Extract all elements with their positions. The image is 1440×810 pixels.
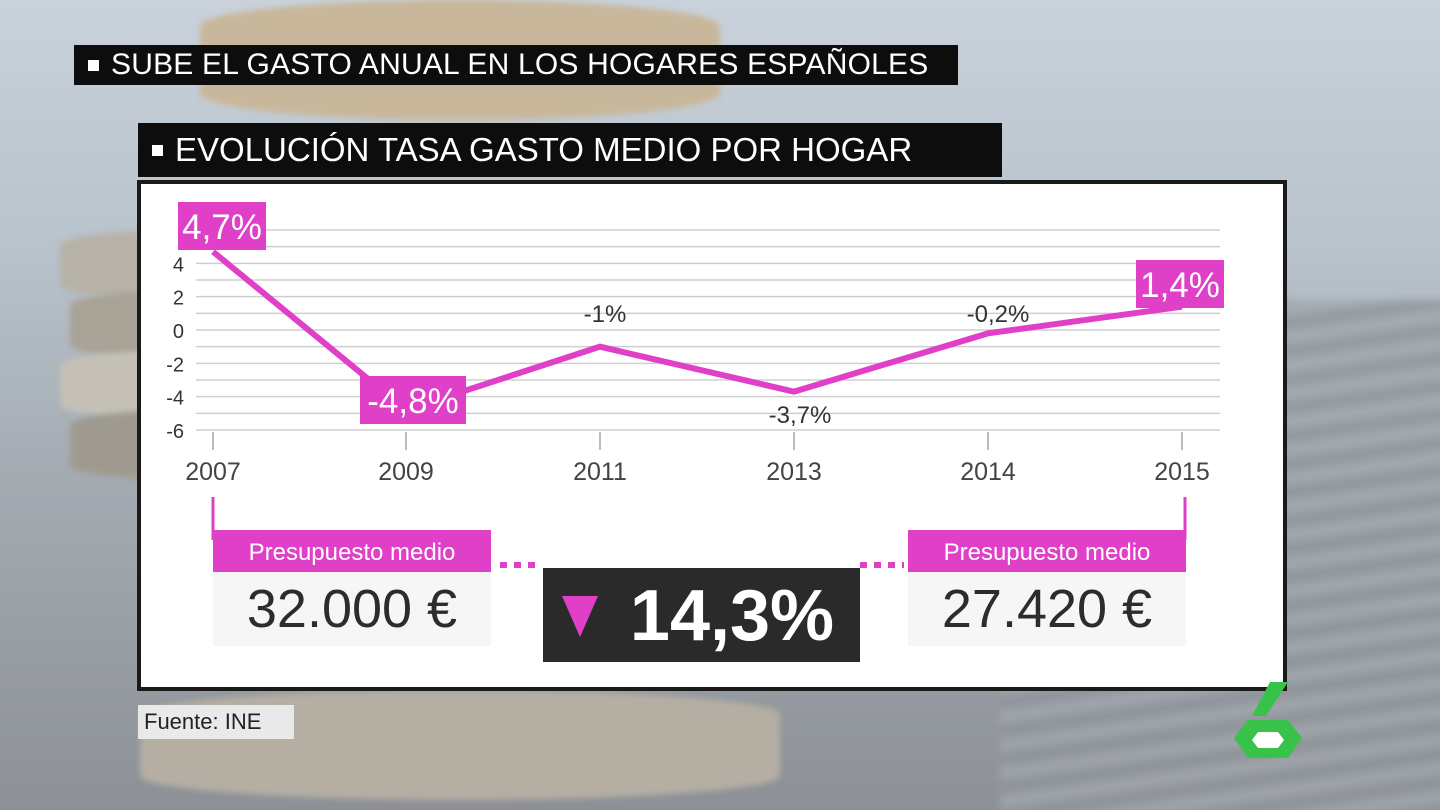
bullet-square-icon: [88, 59, 99, 71]
lasexta-6-logo: [1234, 682, 1302, 758]
budget-label-start: Presupuesto medio: [249, 539, 456, 566]
x-tick-label: 2014: [960, 458, 1016, 486]
chart-title-bar: EVOLUCIÓN TASA GASTO MEDIO POR HOGAR: [138, 123, 1002, 177]
x-tick-label: 2013: [766, 458, 822, 486]
change-box: [543, 568, 860, 662]
budget-value-box-start: [213, 572, 491, 646]
y-tick-label: 0: [173, 321, 184, 343]
down-triangle-icon: [562, 596, 598, 637]
y-tick-label: 2: [173, 288, 184, 310]
headline-bar: SUBE EL GASTO ANUAL EN LOS HOGARES ESPAÑ…: [74, 45, 958, 85]
chart-title: EVOLUCIÓN TASA GASTO MEDIO POR HOGAR: [175, 131, 913, 168]
series-line: [211, 249, 1183, 414]
budget-value-start: 32.000 €: [247, 579, 457, 639]
change-value: 14,3%: [630, 576, 834, 656]
bullet-square-icon: [152, 144, 163, 156]
data-label: -0,2%: [967, 301, 1030, 328]
headline-text: SUBE EL GASTO ANUAL EN LOS HOGARES ESPAÑ…: [111, 48, 929, 81]
budget-label-end: Presupuesto medio: [944, 539, 1151, 566]
budget-value-end: 27.420 €: [942, 579, 1152, 639]
data-label: -1%: [584, 301, 627, 328]
y-tick-label: 4: [173, 254, 184, 276]
budget-label-box-end: [908, 530, 1186, 572]
y-tick-label: -6: [166, 421, 184, 443]
data-label: 4,7%: [182, 208, 262, 247]
y-tick-label: -2: [166, 354, 184, 376]
x-tick-label: 2015: [1154, 458, 1210, 486]
x-tick-label: 2009: [378, 458, 434, 486]
data-label-box: [360, 376, 466, 424]
data-label: -4,8%: [367, 382, 458, 421]
budget-label-box-start: [213, 530, 491, 572]
y-tick-label: -4: [166, 388, 184, 410]
data-label: 1,4%: [1140, 266, 1220, 305]
data-label: -3,7%: [769, 402, 832, 429]
data-label-box: [178, 202, 266, 250]
x-tick-label: 2011: [573, 458, 627, 486]
source-label: Fuente: INE: [138, 705, 294, 739]
x-tick-label: 2007: [185, 458, 241, 486]
data-label-box: [1136, 260, 1224, 308]
budget-value-box-end: [908, 572, 1186, 646]
